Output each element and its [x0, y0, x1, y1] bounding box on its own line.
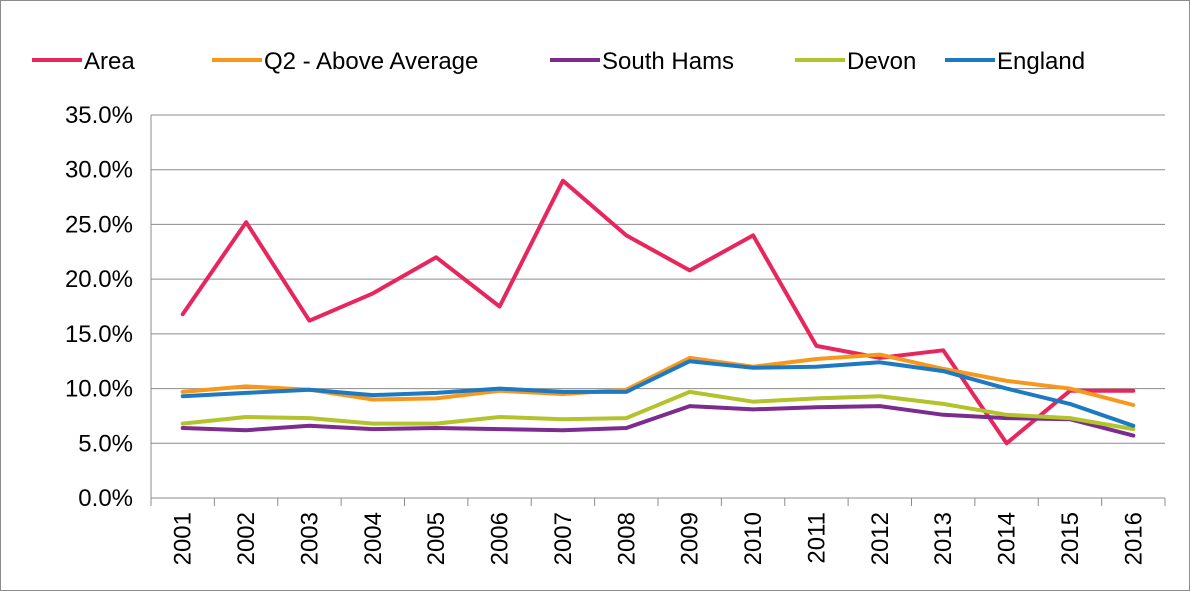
y-tick-label: 10.0% [65, 376, 133, 403]
legend-item: Q2 - Above Average [212, 48, 478, 75]
series-line-area [180, 178, 1136, 446]
legend-label: Q2 - Above Average [264, 48, 478, 75]
series-lines [180, 178, 1136, 446]
y-tick-label: 35.0% [65, 102, 133, 129]
series-line-south-hams [180, 404, 1136, 438]
x-tick-label: 2004 [360, 512, 387, 565]
legend-label: Area [84, 48, 135, 75]
y-axis-ticks: 0.0% 5.0% 10.0% 15.0% 20.0% 25.0% 30.0% 35.0% [65, 102, 133, 512]
x-tick-label: 2010 [740, 512, 767, 565]
x-tick-label: 2001 [170, 512, 197, 565]
y-tick-label: 0.0% [78, 485, 133, 512]
series-line-england [180, 359, 1136, 428]
x-tick-label: 2006 [487, 512, 514, 565]
y-tick-label: 5.0% [78, 430, 133, 457]
legend-item: Area [32, 48, 135, 75]
x-tick-label: 2009 [677, 512, 704, 565]
x-tick-label: 2015 [1057, 512, 1084, 565]
legend-item: England [945, 48, 1085, 75]
x-tick-label: 2014 [994, 512, 1021, 565]
x-axis: 2001 2002 2003 2004 2005 2006 2007 2008 2009 2010… [150, 115, 1166, 565]
legend-label: England [997, 48, 1085, 75]
x-tick-label: 2016 [1120, 512, 1147, 565]
series-line-devon [180, 389, 1136, 432]
legend-item: Devon [795, 48, 916, 75]
x-tick-label: 2012 [867, 512, 894, 565]
y-tick-label: 25.0% [65, 211, 133, 238]
series-line-q2-above-average [180, 352, 1136, 407]
y-tick-label: 30.0% [65, 157, 133, 184]
legend: Area Q2 - Above Average South Hams Devon Eng… [32, 48, 1085, 75]
x-tick-label: 2005 [423, 512, 450, 565]
x-tick-label: 2003 [296, 512, 323, 565]
y-tick-label: 20.0% [65, 266, 133, 293]
legend-label: South Hams [602, 48, 734, 75]
y-tick-label: 15.0% [65, 321, 133, 348]
x-tick-label: 2013 [930, 512, 957, 565]
legend-item: South Hams [550, 48, 734, 75]
x-tick-label: 2007 [550, 512, 577, 565]
x-tick-label: 2008 [613, 512, 640, 565]
legend-label: Devon [847, 48, 916, 75]
x-tick-label: 2002 [233, 512, 260, 565]
x-tick-label: 2011 [803, 512, 830, 564]
